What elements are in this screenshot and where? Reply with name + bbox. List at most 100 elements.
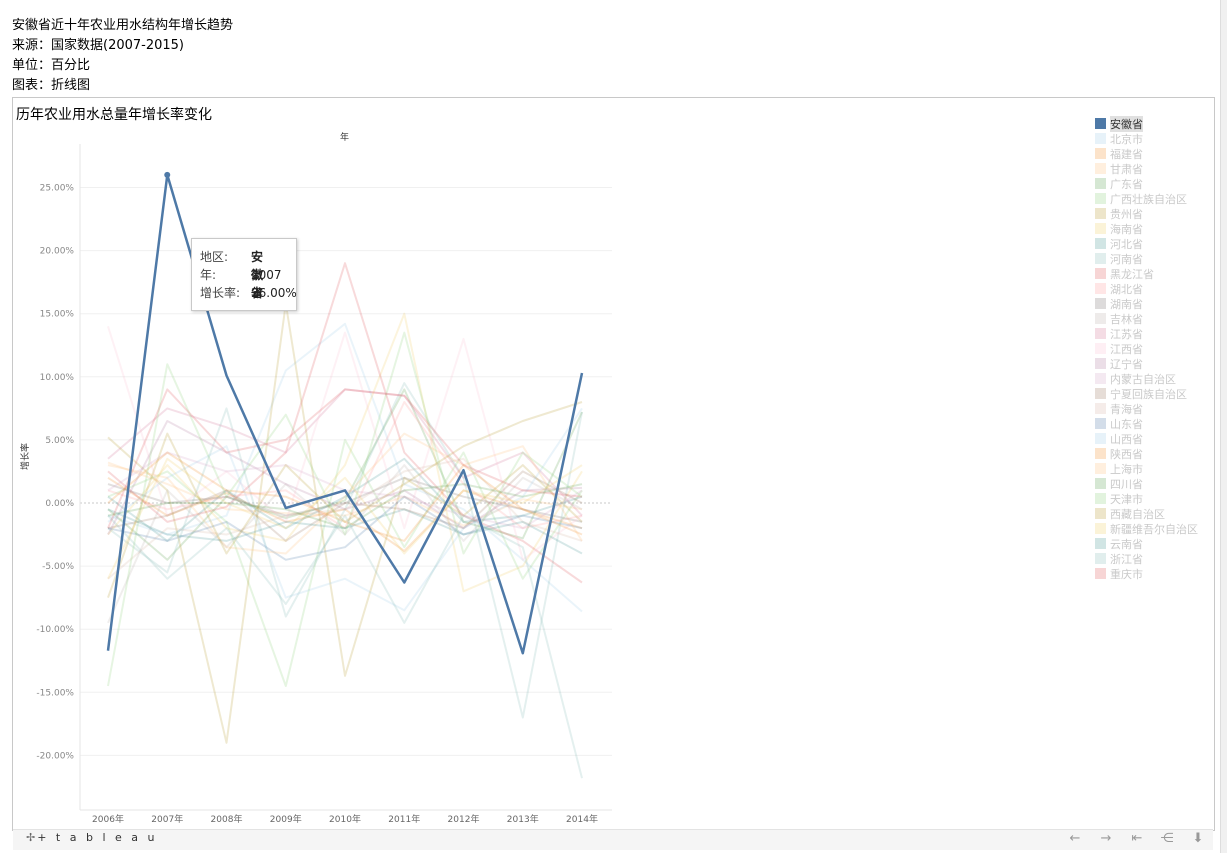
legend-item[interactable]: 天津市 [1095, 491, 1215, 506]
legend-label: 河南省 [1110, 252, 1143, 266]
download-icon[interactable]: ⬇ [1192, 831, 1204, 846]
legend-item[interactable]: 重庆市 [1095, 566, 1215, 581]
tableau-logo[interactable]: ✢ + t a b l e a u [26, 831, 157, 844]
legend-swatch [1095, 178, 1106, 189]
legend-item[interactable]: 西藏自治区 [1095, 506, 1215, 521]
legend-item[interactable]: 贵州省 [1095, 206, 1215, 221]
legend-item[interactable]: 江苏省 [1095, 326, 1215, 341]
legend-label: 天津市 [1110, 492, 1143, 506]
legend-label: 浙江省 [1110, 552, 1143, 566]
legend-item[interactable]: 河南省 [1095, 251, 1215, 266]
legend-item[interactable]: 吉林省 [1095, 311, 1215, 326]
legend-item[interactable]: 青海省 [1095, 401, 1215, 416]
share-icon[interactable]: ⋲ [1160, 831, 1174, 846]
legend-item[interactable]: 甘肃省 [1095, 161, 1215, 176]
legend-item[interactable]: 北京市 [1095, 131, 1215, 146]
legend-item[interactable]: 湖北省 [1095, 281, 1215, 296]
series-line [107, 302, 583, 744]
x-tick-label: 2012年 [448, 813, 480, 825]
legend-label: 河北省 [1110, 237, 1143, 251]
legend-item[interactable]: 河北省 [1095, 236, 1215, 251]
legend-swatch [1095, 448, 1106, 459]
legend-item[interactable]: 黑龙江省 [1095, 266, 1215, 281]
legend-item[interactable]: 陕西省 [1095, 446, 1215, 461]
legend-item[interactable]: 海南省 [1095, 221, 1215, 236]
series-line [107, 451, 583, 542]
legend-swatch [1095, 298, 1106, 309]
axis-layer: 25.00% 20.00% 15.00% 10.00% 5.00% 0.00% -5.00%… [36, 144, 612, 825]
undo-icon[interactable]: ← [1069, 831, 1081, 846]
legend-swatch [1095, 118, 1106, 129]
redo-icon[interactable]: → [1100, 831, 1112, 846]
tooltip-year-value: 2007年 [251, 268, 282, 300]
legend-label: 黑龙江省 [1110, 267, 1154, 281]
series-line [107, 420, 583, 535]
legend-swatch [1095, 373, 1106, 384]
legend-swatch [1095, 433, 1106, 444]
legend-item[interactable]: 广东省 [1095, 176, 1215, 191]
legend-item[interactable]: 辽宁省 [1095, 356, 1215, 371]
legend-item[interactable]: 内蒙古自治区 [1095, 371, 1215, 386]
color-legend[interactable]: 安徽省 北京市 福建省 甘肃省 广东省 广西壮族自治区 贵州省 海南省 河北省 河南省 黑龙江省 湖北… [1095, 115, 1215, 581]
x-tick-label: 2011年 [388, 813, 420, 825]
x-tick-label: 2014年 [566, 813, 598, 825]
legend-swatch [1095, 568, 1106, 579]
legend-label: 江西省 [1110, 342, 1143, 356]
highlight-layer [106, 171, 584, 655]
legend-item[interactable]: 云南省 [1095, 536, 1215, 551]
legend-item[interactable]: 宁夏回族自治区 [1095, 386, 1215, 401]
series-line [107, 407, 583, 612]
legend-label: 北京市 [1110, 132, 1143, 146]
x-tick-label: 2006年 [92, 813, 124, 825]
column-header-year: 年 [340, 133, 350, 143]
legend-label: 湖南省 [1110, 297, 1143, 311]
y-tick-label: 25.00% [40, 184, 75, 194]
series-line [107, 388, 583, 529]
legend-label: 广西壮族自治区 [1110, 192, 1187, 206]
legend-swatch [1095, 388, 1106, 399]
legend-item[interactable]: 山西省 [1095, 431, 1215, 446]
legend-label: 辽宁省 [1110, 357, 1143, 371]
legend-item[interactable]: 江西省 [1095, 341, 1215, 356]
viz-title: 历年农业用水总量年增长率变化 [16, 107, 212, 123]
unit-line: 单位：百分比 [12, 58, 91, 73]
tooltip-region-value: 安徽省 [251, 250, 264, 300]
series-line [107, 470, 583, 542]
series-line [107, 495, 583, 561]
x-tick-label: 2009年 [270, 813, 302, 825]
legend-label: 甘肃省 [1110, 162, 1143, 176]
legend-item[interactable]: 湖南省 [1095, 296, 1215, 311]
revert-icon[interactable]: ⇤ [1131, 831, 1143, 846]
series-line [107, 388, 583, 561]
legend-swatch [1095, 463, 1106, 474]
legend-label: 上海市 [1110, 462, 1143, 476]
legend-item[interactable]: 广西壮族自治区 [1095, 191, 1215, 206]
y-tick-label: 15.00% [40, 310, 75, 320]
legend-item[interactable]: 上海市 [1095, 461, 1215, 476]
page-scrollbar[interactable] [1220, 0, 1227, 853]
legend-item[interactable]: 浙江省 [1095, 551, 1215, 566]
series-line [107, 457, 583, 580]
legend-item[interactable]: 安徽省 [1095, 115, 1215, 132]
legend-label: 贵州省 [1110, 207, 1143, 221]
series-line [107, 432, 583, 555]
series-line [107, 401, 583, 598]
legend-swatch [1095, 268, 1106, 279]
series-line [107, 326, 583, 561]
series-line [107, 312, 583, 593]
legend-swatch [1095, 343, 1106, 354]
series-line [107, 514, 583, 779]
series-line [107, 476, 583, 552]
legend-swatch [1095, 223, 1106, 234]
legend-item[interactable]: 福建省 [1095, 146, 1215, 161]
legend-item[interactable]: 四川省 [1095, 476, 1215, 491]
legend-item[interactable]: 山东省 [1095, 416, 1215, 431]
series-line [107, 483, 583, 530]
series-line [107, 461, 583, 527]
legend-label: 山西省 [1110, 432, 1143, 446]
legend-item[interactable]: 新疆维吾尔自治区 [1095, 521, 1215, 536]
series-line [107, 464, 583, 624]
legend-swatch [1095, 133, 1106, 144]
tooltip-rate-label: 增长率: [200, 286, 241, 300]
